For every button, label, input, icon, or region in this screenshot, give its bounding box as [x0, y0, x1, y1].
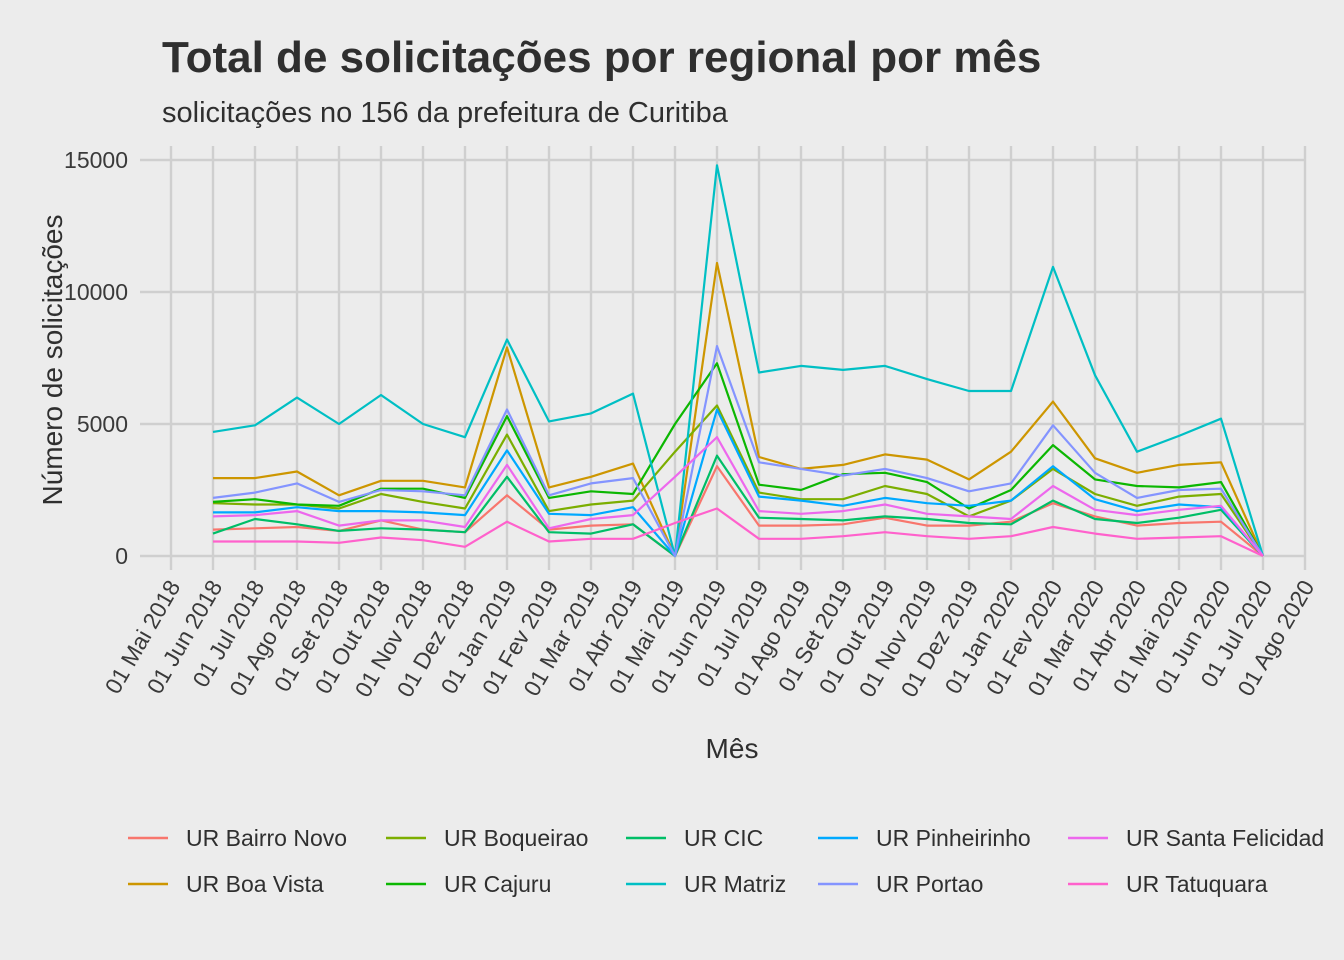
- x-axis-label: Mês: [706, 733, 759, 764]
- legend-label: UR Boa Vista: [186, 871, 324, 897]
- legend-label: UR Matriz: [684, 871, 786, 897]
- series-line-9: [213, 507, 1264, 557]
- y-tick-label: 10000: [64, 279, 128, 305]
- chart-subtitle: solicitações no 156 da prefeitura de Cur…: [162, 97, 729, 129]
- legend-label: UR CIC: [684, 825, 763, 851]
- legend: UR Bairro Novo UR Boqueirao UR CIC UR Pinhe…: [128, 825, 1324, 897]
- series-lines: [212, 164, 1265, 558]
- legend-label: UR Bairro Novo: [186, 825, 347, 851]
- series-line-0: [212, 465, 1264, 558]
- legend-label: UR Portao: [876, 871, 983, 897]
- y-tick-labels: 0 5000 10000 15000: [64, 147, 128, 569]
- y-tick-label: 0: [115, 543, 128, 569]
- legend-label: UR Pinheirinho: [876, 825, 1031, 851]
- series-line-5: [212, 164, 1265, 558]
- y-tick-label: 5000: [77, 411, 128, 437]
- series-line-6: [213, 408, 1264, 558]
- series-line-8: [212, 436, 1264, 557]
- legend-label: UR Cajuru: [444, 871, 551, 897]
- y-gridlines: [140, 158, 1304, 558]
- series-line-4: [212, 454, 1264, 558]
- chart-title: Total de solicitações por regional por m…: [162, 33, 1041, 82]
- y-axis-label: Número de solicitações: [37, 214, 68, 505]
- series-line-3: [212, 362, 1264, 557]
- series-line-1: [213, 261, 1265, 558]
- legend-label: UR Boqueirao: [444, 825, 588, 851]
- legend-label: UR Tatuquara: [1126, 871, 1268, 897]
- legend-label: UR Santa Felicidad: [1126, 825, 1324, 851]
- y-tick-label: 15000: [64, 147, 128, 173]
- series-line-2: [212, 404, 1264, 557]
- series-line-7: [212, 345, 1264, 558]
